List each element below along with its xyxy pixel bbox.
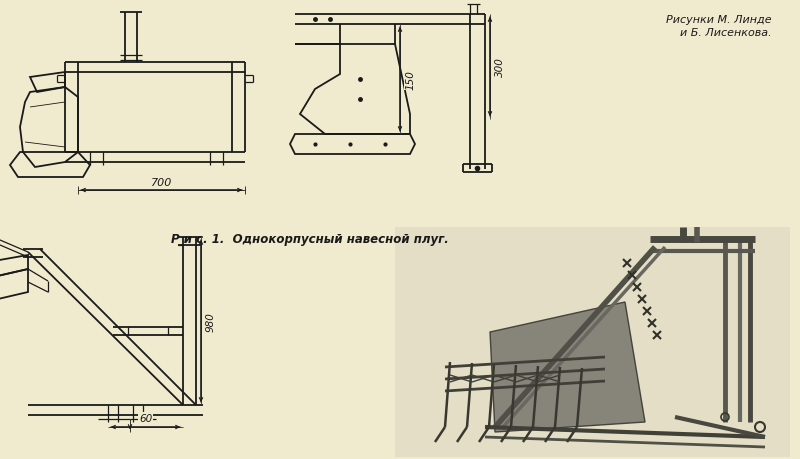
Text: Рисунки М. Линде: Рисунки М. Линде	[666, 15, 772, 25]
Text: 150: 150	[405, 70, 415, 90]
Text: 700: 700	[151, 178, 172, 188]
Text: 300: 300	[495, 57, 505, 77]
Text: Р и с. 1.  Однокорпусный навесной плуг.: Р и с. 1. Однокорпусный навесной плуг.	[171, 233, 449, 246]
Text: и Б. Лисенкова.: и Б. Лисенкова.	[680, 28, 772, 38]
Polygon shape	[490, 302, 645, 432]
Bar	[395, 228, 790, 457]
Text: 980: 980	[206, 311, 216, 331]
Text: 60: 60	[139, 413, 152, 423]
